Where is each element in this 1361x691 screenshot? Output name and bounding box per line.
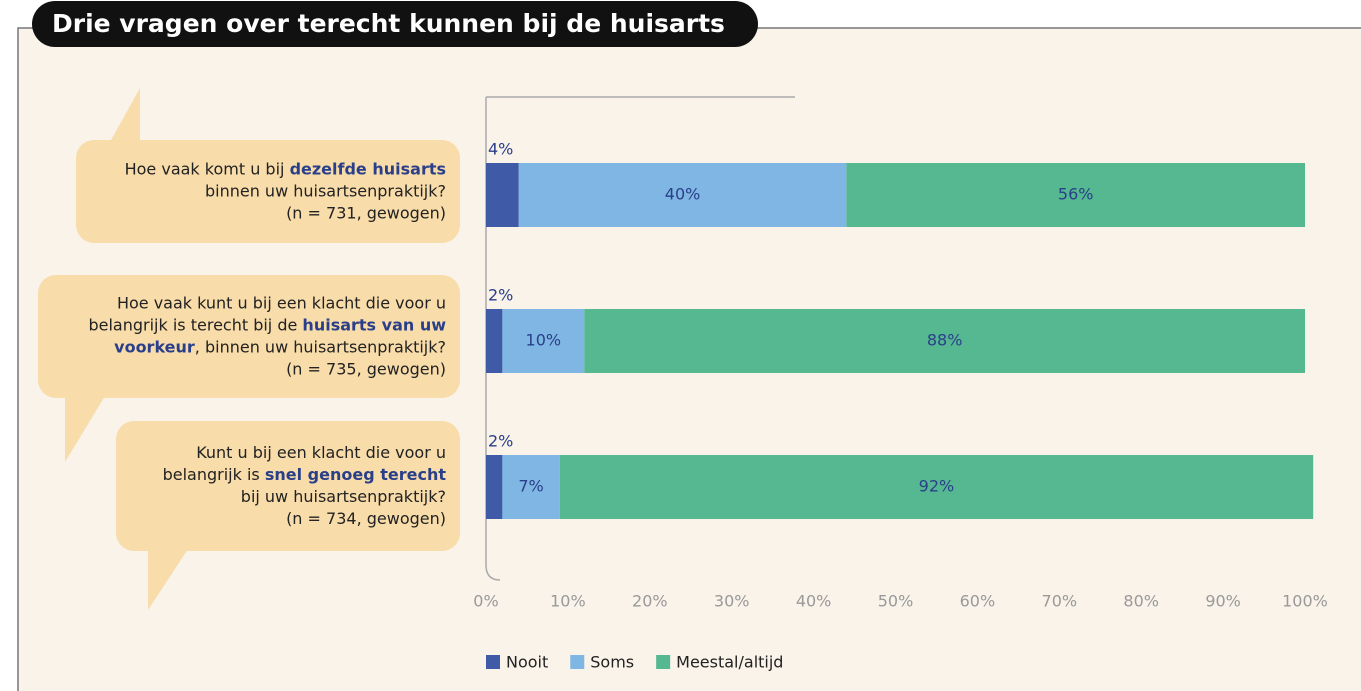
label-run: dezelfde huisarts [290, 159, 446, 178]
value-label: 2% [488, 432, 513, 451]
label-run: , binnen uw huisartsenpraktijk? [195, 337, 446, 356]
label-run: huisarts van uw [302, 315, 446, 334]
bubble-tail [65, 396, 105, 462]
legend-label: Meestal/altijd [676, 653, 783, 672]
legend-label: Soms [590, 653, 634, 672]
bar-segment [584, 309, 1305, 373]
value-label: 4% [488, 140, 513, 159]
bar-segment [502, 309, 585, 373]
legend-label: Nooit [506, 653, 548, 672]
value-label: 10% [526, 331, 562, 350]
category-label: (n = 734, gewogen) [286, 509, 446, 528]
value-label: 56% [1058, 185, 1094, 204]
label-run: belangrijk is terecht bij de [88, 315, 302, 334]
label-run: belangrijk is [163, 465, 265, 484]
bubble-tail [148, 549, 188, 610]
label-run: snel genoeg terecht [265, 465, 447, 484]
value-label: 2% [488, 286, 513, 305]
bar-segment [502, 455, 560, 519]
x-tick-label: 80% [1123, 592, 1159, 611]
category-label: belangrijk is snel genoeg terecht [163, 465, 447, 484]
x-tick-label: 70% [1042, 592, 1078, 611]
category-label: belangrijk is terecht bij de huisarts va… [88, 315, 446, 334]
x-tick-label: 40% [796, 592, 832, 611]
bar-segment [486, 309, 503, 373]
bar-segment [846, 163, 1305, 227]
category-label: bij uw huisartsenpraktijk? [241, 487, 446, 506]
value-label: 7% [518, 477, 543, 496]
label-run: (n = 731, gewogen) [286, 203, 446, 222]
bubble-tail [110, 88, 140, 142]
x-tick-label: 60% [960, 592, 996, 611]
label-run: binnen uw huisartsenpraktijk? [205, 181, 446, 200]
bubble [76, 140, 460, 243]
x-tick-label: 0% [473, 592, 498, 611]
value-label: 88% [927, 331, 963, 350]
category-label: binnen uw huisartsenpraktijk? [205, 181, 446, 200]
bar-segment [559, 455, 1314, 519]
bubble [38, 275, 460, 398]
bubble [116, 421, 460, 551]
axis-line [485, 96, 795, 581]
category-label: Kunt u bij een klacht die voor u [196, 443, 446, 462]
legend-swatch [656, 655, 671, 669]
label-run: voorkeur [114, 337, 195, 356]
category-label: (n = 735, gewogen) [286, 359, 446, 378]
x-tick-label: 90% [1205, 592, 1241, 611]
label-run: (n = 734, gewogen) [286, 509, 446, 528]
label-run: Kunt u bij een klacht die voor u [196, 443, 446, 462]
label-run: (n = 735, gewogen) [286, 359, 446, 378]
value-label: 92% [919, 477, 955, 496]
category-label: (n = 731, gewogen) [286, 203, 446, 222]
bar-segment [518, 163, 847, 227]
bar-segment [486, 163, 519, 227]
category-label: voorkeur, binnen uw huisartsenpraktijk? [114, 337, 446, 356]
legend-swatch [570, 655, 585, 669]
bar-segment [486, 455, 503, 519]
x-tick-label: 50% [878, 592, 914, 611]
x-tick-label: 10% [550, 592, 586, 611]
x-tick-label: 30% [714, 592, 750, 611]
label-run: Hoe vaak kunt u bij een klacht die voor … [117, 293, 446, 312]
x-tick-label: 100% [1282, 592, 1328, 611]
label-run: bij uw huisartsenpraktijk? [241, 487, 446, 506]
x-tick-label: 20% [632, 592, 668, 611]
label-run: Hoe vaak komt u bij [125, 159, 290, 178]
title-pill [32, 1, 758, 47]
chart-title: Drie vragen over terecht kunnen bij de h… [52, 9, 725, 38]
frame [17, 27, 1361, 691]
category-label: Hoe vaak kunt u bij een klacht die voor … [117, 293, 446, 312]
category-label: Hoe vaak komt u bij dezelfde huisarts [125, 159, 446, 178]
value-label: 40% [665, 185, 701, 204]
legend-swatch [486, 655, 500, 669]
